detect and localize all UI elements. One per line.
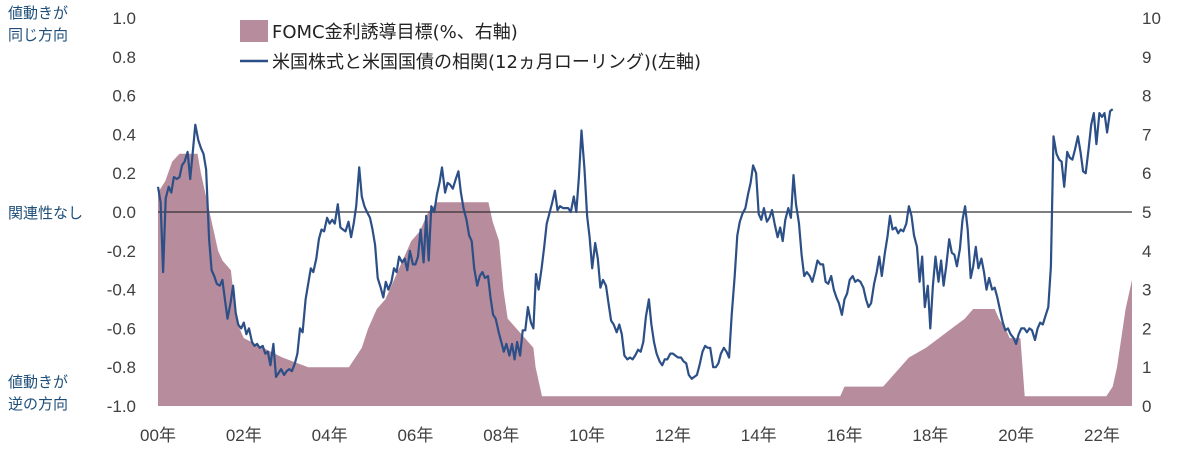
right-tick-label: 1 bbox=[1142, 358, 1151, 377]
side-label-top: 同じ方向 bbox=[8, 26, 68, 44]
x-tick-label: 00年 bbox=[140, 426, 176, 445]
left-tick-label: -0.6 bbox=[107, 319, 136, 338]
left-tick-label: 0.8 bbox=[112, 48, 136, 67]
right-tick-label: 5 bbox=[1142, 203, 1151, 222]
x-tick-label: 18年 bbox=[912, 426, 948, 445]
left-tick-label: 0.0 bbox=[112, 203, 136, 222]
x-tick-label: 16年 bbox=[827, 426, 863, 445]
left-tick-label: -0.2 bbox=[107, 242, 136, 261]
x-tick-label: 06年 bbox=[397, 426, 433, 445]
right-tick-label: 9 bbox=[1142, 48, 1151, 67]
legend-label-fomc: FOMC金利誘導目標(%、右軸) bbox=[272, 22, 518, 43]
x-tick-label: 02年 bbox=[226, 426, 262, 445]
right-tick-label: 7 bbox=[1142, 125, 1151, 144]
right-tick-label: 3 bbox=[1142, 281, 1151, 300]
right-tick-label: 4 bbox=[1142, 242, 1151, 261]
x-tick-label: 10年 bbox=[569, 426, 605, 445]
fomc-area-layer bbox=[158, 153, 1132, 406]
left-tick-label: 1.0 bbox=[112, 9, 136, 28]
right-tick-label: 2 bbox=[1142, 319, 1151, 338]
right-tick-label: 6 bbox=[1142, 164, 1151, 183]
x-tick-label: 04年 bbox=[312, 426, 348, 445]
side-label-bottom: 値動きが bbox=[8, 373, 68, 391]
right-tick-label: 8 bbox=[1142, 87, 1151, 106]
fomc-area-series bbox=[158, 153, 1132, 406]
x-tick-label: 14年 bbox=[741, 426, 777, 445]
x-tick-label: 22年 bbox=[1084, 426, 1120, 445]
side-label-bottom: 逆の方向 bbox=[8, 395, 68, 413]
x-tick-label: 08年 bbox=[483, 426, 519, 445]
legend-swatch-fomc bbox=[240, 20, 268, 42]
x-tick-label: 12年 bbox=[655, 426, 691, 445]
correlation-line-layer bbox=[156, 108, 1114, 380]
correlation-line-series bbox=[156, 108, 1114, 380]
left-tick-label: 0.6 bbox=[112, 87, 136, 106]
legend-label-correlation: 米国株式と米国国債の相関(12ヵ月ローリング)(左軸) bbox=[272, 52, 701, 73]
left-tick-label: 0.2 bbox=[112, 164, 136, 183]
left-tick-label: 0.4 bbox=[112, 125, 136, 144]
side-label-top: 値動きが bbox=[8, 4, 68, 22]
left-tick-label: -0.4 bbox=[107, 281, 136, 300]
legend: FOMC金利誘導目標(%、右軸) 米国株式と米国国債の相関(12ヵ月ローリング)(… bbox=[240, 20, 701, 73]
right-tick-label: 10 bbox=[1142, 9, 1161, 28]
x-tick-label: 20年 bbox=[998, 426, 1034, 445]
left-tick-label: -0.8 bbox=[107, 358, 136, 377]
left-tick-label: -1.0 bbox=[107, 397, 136, 416]
side-label-zero: 関連性なし bbox=[8, 204, 83, 222]
left-axis-tick-labels: 1.0 0.8 0.6 0.4 0.2 0.0 -0.2 -0.4 -0.6 -0.8 -1.0 bbox=[107, 9, 136, 416]
right-tick-label: 0 bbox=[1142, 397, 1151, 416]
x-axis-tick-labels: 00年 02年 04年 06年 08年 10年 12年 14年 16年 18年 20年 22年 bbox=[140, 426, 1120, 445]
